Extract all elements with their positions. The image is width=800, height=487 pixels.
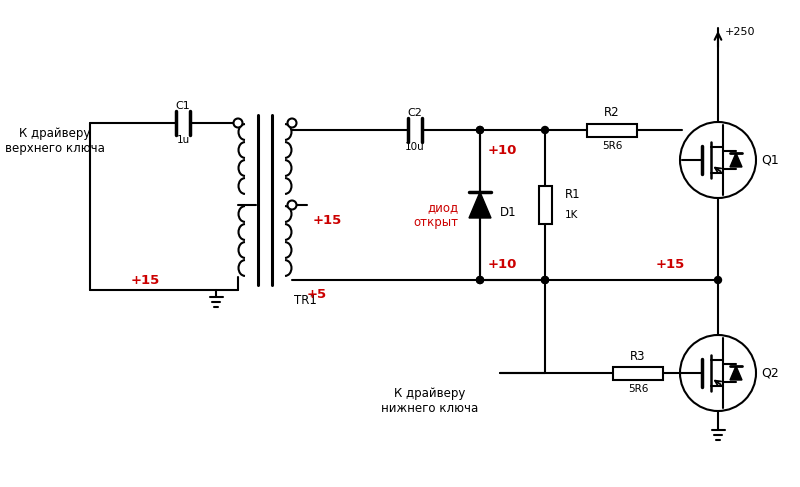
Circle shape [477, 277, 483, 283]
Text: C1: C1 [176, 101, 190, 111]
Text: Q2: Q2 [761, 367, 779, 379]
Text: 5R6: 5R6 [602, 141, 622, 151]
Text: +15: +15 [312, 213, 342, 226]
Text: TR1: TR1 [294, 295, 317, 307]
Text: 1u: 1u [176, 135, 190, 145]
Text: 10u: 10u [405, 142, 425, 152]
Circle shape [477, 127, 483, 133]
Circle shape [287, 118, 297, 128]
Bar [587, 124, 637, 136]
Circle shape [234, 118, 242, 128]
Text: R3: R3 [630, 350, 646, 362]
Circle shape [477, 277, 483, 283]
Text: +10: +10 [487, 144, 517, 156]
Circle shape [542, 277, 549, 283]
Text: К драйверу
нижнего ключа: К драйверу нижнего ключа [382, 387, 478, 415]
Text: +5: +5 [307, 288, 327, 301]
Text: К драйверу
верхнего ключа: К драйверу верхнего ключа [5, 127, 105, 155]
Bar [613, 367, 663, 379]
Circle shape [714, 277, 722, 283]
Text: 5R6: 5R6 [628, 384, 648, 394]
Text: +15: +15 [130, 274, 160, 286]
Text: +15: +15 [655, 259, 685, 271]
Polygon shape [730, 153, 742, 167]
Text: +10: +10 [487, 258, 517, 270]
Text: R1: R1 [565, 188, 581, 202]
Bar [538, 186, 551, 224]
Polygon shape [469, 192, 491, 218]
Text: R2: R2 [604, 107, 620, 119]
Text: диод
открыт: диод открыт [413, 201, 458, 229]
Text: 1K: 1K [565, 210, 578, 220]
Text: Q1: Q1 [761, 153, 779, 167]
Text: C2: C2 [407, 108, 422, 118]
Polygon shape [730, 366, 742, 380]
Circle shape [287, 201, 297, 209]
Circle shape [477, 127, 483, 133]
Circle shape [542, 277, 549, 283]
Text: +250: +250 [725, 27, 755, 37]
Text: D1: D1 [500, 206, 517, 220]
Circle shape [542, 127, 549, 133]
